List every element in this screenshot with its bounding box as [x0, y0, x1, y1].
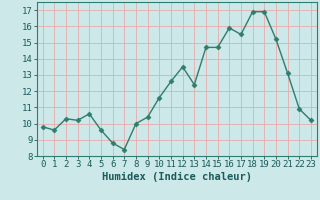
X-axis label: Humidex (Indice chaleur): Humidex (Indice chaleur): [102, 172, 252, 182]
